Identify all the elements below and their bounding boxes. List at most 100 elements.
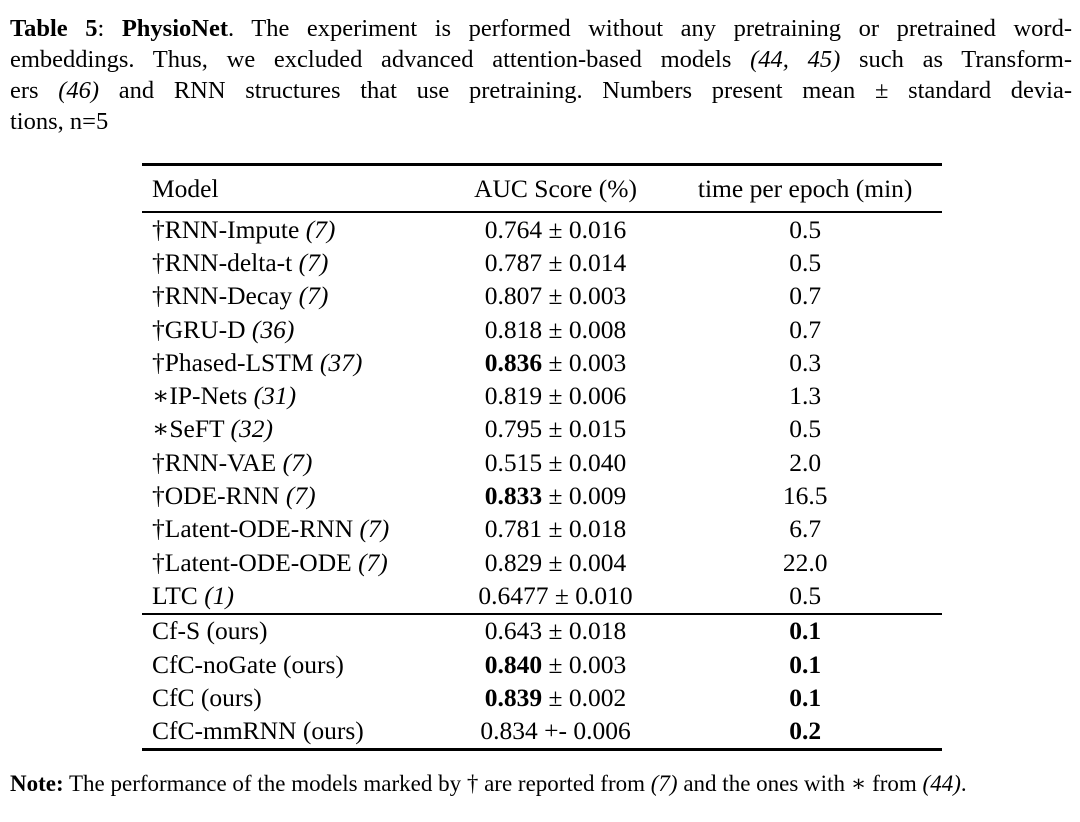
text-segment: PhysioNet <box>121 15 229 42</box>
auc-score-cell: 0.807 ± 0.003 <box>443 280 669 313</box>
text-segment: : <box>97 15 122 42</box>
text-segment: (7) <box>359 514 390 544</box>
table-row: †RNN-Decay (7) 0.807 ± 0.003 0.7 <box>142 280 942 313</box>
text-segment: (7) <box>305 214 336 244</box>
auc-score-cell: 0.819 ± 0.006 <box>443 379 669 412</box>
text-segment: (7) <box>282 447 313 477</box>
table-row: CfC-mmRNN (ours) 0.834 +- 0.006 0.2 <box>142 714 942 749</box>
text-segment: . The experiment is performed without an… <box>228 15 1072 42</box>
text-segment: 0.764 ± 0.016 <box>484 214 627 244</box>
table-caption: Table 5: PhysioNet. The experiment is pe… <box>10 13 1072 137</box>
table-row: †Phased-LSTM (37) 0.836 ± 0.003 0.3 <box>142 346 942 379</box>
text-segment: 0.1 <box>789 649 822 679</box>
auc-score-cell: 0.781 ± 0.018 <box>443 513 669 546</box>
text-segment: 0.807 ± 0.003 <box>484 281 627 311</box>
text-segment: CfC (ours) <box>152 682 262 712</box>
model-cell: CfC (ours) <box>142 681 443 714</box>
text-segment: CfC-mmRNN (ours) <box>152 716 364 746</box>
text-segment: 22.0 <box>782 547 828 577</box>
text-segment: (32) <box>230 414 273 444</box>
text-segment: 0.829 ± 0.004 <box>484 547 627 577</box>
table-row: †RNN-VAE (7) 0.515 ± 0.040 2.0 <box>142 446 942 479</box>
text-segment: †RNN-VAE <box>152 447 283 477</box>
auc-score-cell: 0.787 ± 0.014 <box>443 246 669 279</box>
caption-line: embeddings. Thus, we excluded advanced a… <box>10 44 1072 75</box>
table-row: †GRU-D (36) 0.818 ± 0.008 0.7 <box>142 313 942 346</box>
time-per-epoch-cell: 0.5 <box>668 212 942 246</box>
text-segment: 0.5 <box>789 580 822 610</box>
text-segment: 0.643 ± 0.018 <box>484 616 627 646</box>
text-segment: ers <box>10 77 59 104</box>
model-cell: †RNN-VAE (7) <box>142 446 443 479</box>
text-segment: tions, n=5 <box>10 108 109 135</box>
time-per-epoch-cell: 0.5 <box>668 413 942 446</box>
text-segment: embeddings. Thus, we excluded advanced a… <box>10 46 751 73</box>
text-segment: 2.0 <box>789 447 822 477</box>
time-per-epoch-cell: 0.7 <box>668 280 942 313</box>
text-segment: ± 0.002 <box>542 682 627 712</box>
caption-line: Table 5: PhysioNet. The experiment is pe… <box>10 13 1072 44</box>
results-table: Model AUC Score (%) time per epoch (min)… <box>142 163 942 751</box>
auc-score-cell: 0.515 ± 0.040 <box>443 446 669 479</box>
time-per-epoch-cell: 2.0 <box>668 446 942 479</box>
text-segment: such as Transform- <box>840 46 1072 73</box>
text-segment: The performance of the models marked by … <box>63 771 651 796</box>
column-header-model: Model <box>142 164 443 213</box>
text-segment: Cf-S (ours) <box>152 616 268 646</box>
time-per-epoch-cell: 0.5 <box>668 579 942 615</box>
model-cell: Cf-S (ours) <box>142 614 443 648</box>
model-cell: †RNN-delta-t (7) <box>142 246 443 279</box>
auc-score-cell: 0.818 ± 0.008 <box>443 313 669 346</box>
model-cell: †Phased-LSTM (37) <box>142 346 443 379</box>
table-row: ∗SeFT (32) 0.795 ± 0.015 0.5 <box>142 413 942 446</box>
text-segment: †Latent-ODE-ODE <box>152 547 359 577</box>
time-per-epoch-cell: 1.3 <box>668 379 942 412</box>
table-row: LTC (1) 0.6477 ± 0.010 0.5 <box>142 579 942 615</box>
text-segment: †RNN-delta-t <box>152 247 299 277</box>
text-segment: †Latent-ODE-RNN <box>152 514 360 544</box>
text-segment: (44) <box>922 771 961 796</box>
time-per-epoch-cell: 0.1 <box>668 614 942 648</box>
time-per-epoch-cell: 22.0 <box>668 546 942 579</box>
text-segment: 0.7 <box>789 281 822 311</box>
text-segment: ∗SeFT <box>152 414 231 444</box>
table-row: †Latent-ODE-ODE (7) 0.829 ± 0.004 22.0 <box>142 546 942 579</box>
time-per-epoch-cell: 0.3 <box>668 346 942 379</box>
model-cell: ∗IP-Nets (31) <box>142 379 443 412</box>
text-segment: †RNN-Decay <box>152 281 299 311</box>
text-segment: and RNN structures that use pretraining.… <box>99 77 1072 104</box>
text-segment: 6.7 <box>789 514 822 544</box>
text-segment: †GRU-D <box>152 314 252 344</box>
table-row: †RNN-delta-t (7) 0.787 ± 0.014 0.5 <box>142 246 942 279</box>
table-row: †RNN-Impute (7) 0.764 ± 0.016 0.5 <box>142 212 942 246</box>
model-cell: ∗SeFT (32) <box>142 413 443 446</box>
text-segment: CfC-noGate (ours) <box>152 649 344 679</box>
text-segment: (44, 45) <box>750 46 841 73</box>
table-row: CfC-noGate (ours) 0.840 ± 0.003 0.1 <box>142 648 942 681</box>
text-segment: 0.818 ± 0.008 <box>484 314 627 344</box>
text-segment: ± 0.009 <box>542 481 627 511</box>
text-segment: 0.833 <box>484 481 543 511</box>
auc-score-cell: 0.834 +- 0.006 <box>443 714 669 749</box>
table-note: Note: The performance of the models mark… <box>10 769 1072 799</box>
text-segment: Note: <box>10 771 64 796</box>
model-cell: †RNN-Decay (7) <box>142 280 443 313</box>
auc-score-cell: 0.764 ± 0.016 <box>443 212 669 246</box>
text-segment: ± 0.003 <box>542 649 627 679</box>
text-segment: ∗IP-Nets <box>152 381 254 411</box>
time-per-epoch-cell: 16.5 <box>668 479 942 512</box>
model-cell: †RNN-Impute (7) <box>142 212 443 246</box>
text-segment: (46) <box>58 77 100 104</box>
table-row: Cf-S (ours) 0.643 ± 0.018 0.1 <box>142 614 942 648</box>
time-per-epoch-cell: 6.7 <box>668 513 942 546</box>
text-segment: 0.834 +- 0.006 <box>480 716 631 746</box>
text-segment: 0.795 ± 0.015 <box>484 414 627 444</box>
table-row: ∗IP-Nets (31) 0.819 ± 0.006 1.3 <box>142 379 942 412</box>
table-body: †RNN-Impute (7) 0.764 ± 0.016 0.5 †RNN-delt… <box>142 212 942 749</box>
table-row: †ODE-RNN (7) 0.833 ± 0.009 16.5 <box>142 479 942 512</box>
time-per-epoch-cell: 0.1 <box>668 681 942 714</box>
text-segment: Table 5 <box>10 15 98 42</box>
model-cell: †GRU-D (36) <box>142 313 443 346</box>
model-cell: CfC-mmRNN (ours) <box>142 714 443 749</box>
text-segment: 0.836 <box>484 347 543 377</box>
